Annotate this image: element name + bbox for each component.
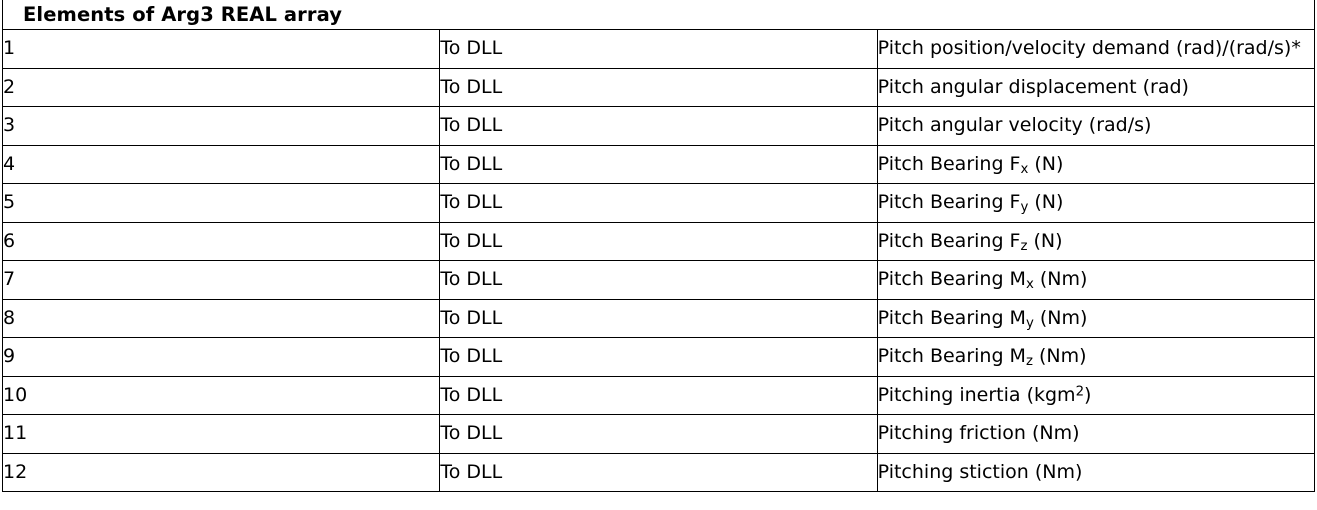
cell-description: Pitch position/velocity demand (rad)/(ra… xyxy=(876,29,1316,69)
text-run: (Nm) xyxy=(1033,306,1088,329)
text-run: Pitch Bearing M xyxy=(877,345,1026,367)
cell-description: Pitching inertia (kgm2) xyxy=(876,375,1316,415)
subscript: z xyxy=(1020,238,1028,254)
cell-description: Pitching friction (Nm) xyxy=(876,414,1316,454)
cell-description: Pitch Bearing My (Nm) xyxy=(876,298,1316,338)
cell-direction: To DLL xyxy=(439,298,878,338)
table-row: 4 To DLL Pitch Bearing Fx (N) xyxy=(1,144,1316,184)
subscript: z xyxy=(1025,353,1033,369)
text-run: Pitch Bearing F xyxy=(877,152,1021,175)
cell-element-index: 4 xyxy=(1,144,441,184)
text-run: Pitch angular displacement (rad) xyxy=(877,75,1189,98)
text-run: Pitch Bearing M xyxy=(877,268,1026,290)
cell-element-index: 12 xyxy=(1,452,441,492)
table-row: 1 To DLL Pitch position/velocity demand (r… xyxy=(1,29,1316,69)
table-row: 8 To DLL Pitch Bearing My (Nm) xyxy=(1,298,1316,338)
table-row: 9 To DLL Pitch Bearing Mz (Nm) xyxy=(1,337,1316,377)
cell-direction: To DLL xyxy=(439,260,878,300)
cell-description: Pitch angular velocity (rad/s) xyxy=(876,106,1316,146)
text-run: Pitching inertia (kgm xyxy=(877,383,1076,406)
arg3-real-array-table: Elements of Arg3 REAL array 1 To DLL Pitch… xyxy=(1,0,1316,492)
table-row: 7 To DLL Pitch Bearing Mx (Nm) xyxy=(1,260,1316,300)
cell-direction: To DLL xyxy=(439,414,878,454)
text-run: Pitching friction (Nm) xyxy=(877,422,1080,444)
text-run: Pitch angular velocity (rad/s) xyxy=(877,114,1152,136)
text-run: (N) xyxy=(1027,229,1063,252)
text-run: Pitch Bearing F xyxy=(877,229,1021,252)
table-row: 3 To DLL Pitch angular velocity (rad/s) xyxy=(1,106,1316,146)
cell-direction: To DLL xyxy=(439,29,878,69)
cell-direction: To DLL xyxy=(439,337,878,377)
subscript: x xyxy=(1025,276,1034,292)
table-body: Elements of Arg3 REAL array 1 To DLL Pitch… xyxy=(1,0,1316,492)
cell-direction: To DLL xyxy=(439,106,878,146)
table-row: 10 To DLL Pitching inertia (kgm2) xyxy=(1,375,1316,415)
cell-direction: To DLL xyxy=(439,67,878,107)
cell-description: Pitching stiction (Nm) xyxy=(876,452,1316,492)
superscript: 2 xyxy=(1075,383,1085,399)
cell-direction: To DLL xyxy=(439,144,878,184)
cell-element-index: 10 xyxy=(1,375,441,415)
arg3-real-array-table-container: Elements of Arg3 REAL array 1 To DLL Pitch… xyxy=(1,0,1316,492)
text-run: Pitch Bearing F xyxy=(877,191,1021,213)
cell-element-index: 1 xyxy=(1,29,441,69)
subscript: x xyxy=(1020,161,1029,177)
cell-direction: To DLL xyxy=(439,221,878,261)
cell-description: Pitch Bearing Mx (Nm) xyxy=(876,260,1316,300)
text-run: (N) xyxy=(1028,191,1064,213)
cell-direction: To DLL xyxy=(439,375,878,415)
table-header-row: Elements of Arg3 REAL array xyxy=(2,0,1315,30)
cell-direction: To DLL xyxy=(439,183,878,223)
cell-element-index: 7 xyxy=(1,260,441,300)
table-title: Elements of Arg3 REAL array xyxy=(2,0,1315,30)
cell-description: Pitch angular displacement (rad) xyxy=(876,67,1316,107)
text-run: (N) xyxy=(1028,152,1064,175)
cell-element-index: 9 xyxy=(1,337,441,377)
cell-description: Pitch Bearing Fx (N) xyxy=(876,144,1316,184)
cell-description: Pitch Bearing Fz (N) xyxy=(876,221,1316,261)
cell-element-index: 2 xyxy=(1,67,441,107)
cell-element-index: 11 xyxy=(1,414,441,454)
text-run: Pitching stiction (Nm) xyxy=(877,460,1083,483)
text-run: (Nm) xyxy=(1033,268,1088,290)
cell-element-index: 5 xyxy=(1,183,441,223)
table-row: 12 To DLL Pitching stiction (Nm) xyxy=(1,452,1316,492)
subscript: y xyxy=(1020,199,1029,215)
cell-element-index: 6 xyxy=(1,221,441,261)
cell-element-index: 8 xyxy=(1,298,441,338)
table-row: 2 To DLL Pitch angular displacement (rad) xyxy=(1,67,1316,107)
table-row: 5 To DLL Pitch Bearing Fy (N) xyxy=(1,183,1316,223)
subscript: y xyxy=(1025,315,1034,331)
text-run: Pitch Bearing M xyxy=(877,306,1026,329)
cell-direction: To DLL xyxy=(439,452,878,492)
table-row: 6 To DLL Pitch Bearing Fz (N) xyxy=(1,221,1316,261)
table-row: 11 To DLL Pitching friction (Nm) xyxy=(1,414,1316,454)
cell-description: Pitch Bearing Mz (Nm) xyxy=(876,337,1316,377)
text-run: ) xyxy=(1084,383,1092,406)
text-run: Pitch position/velocity demand (rad)/(ra… xyxy=(877,37,1301,59)
text-run: (Nm) xyxy=(1032,345,1087,367)
cell-element-index: 3 xyxy=(1,106,441,146)
cell-description: Pitch Bearing Fy (N) xyxy=(876,183,1316,223)
